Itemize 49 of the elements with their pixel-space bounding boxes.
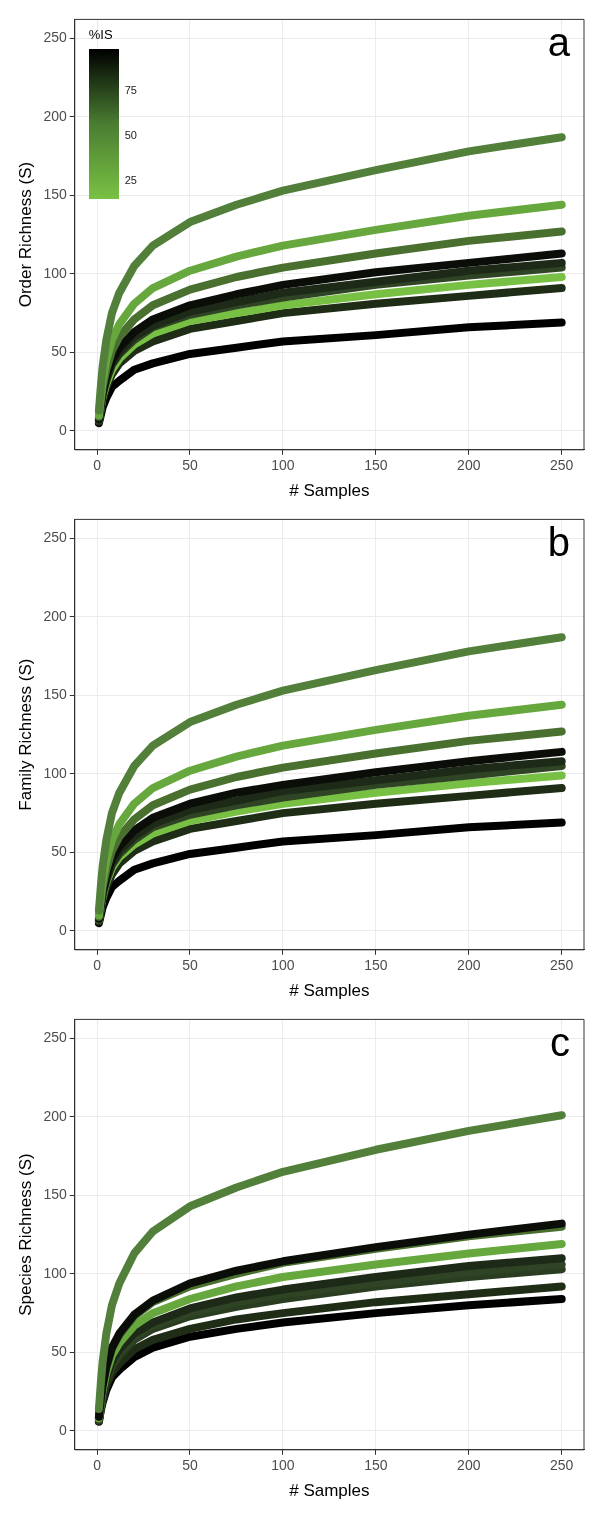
y-axis-title: Order Richness (S) [15, 161, 35, 308]
x-tick-label: 200 [457, 457, 481, 474]
x-tick-label: 250 [550, 457, 574, 474]
y-tick-label: 50 [51, 843, 67, 860]
color-bar-title: %IS [88, 27, 114, 44]
y-tick-label: 250 [43, 1029, 67, 1046]
y-tick-label: 250 [43, 29, 67, 46]
x-tick-label: 100 [271, 957, 295, 974]
annotation: b [547, 520, 570, 565]
y-tick-label: 0 [58, 921, 67, 938]
x-tick-label: 50 [182, 457, 198, 474]
x-tick-label: 50 [182, 957, 198, 974]
x-tick-label: 50 [182, 1457, 198, 1474]
y-tick-label: 50 [51, 343, 67, 360]
x-tick-label: 100 [271, 1457, 295, 1474]
x-axis-title: # Samples [289, 481, 370, 501]
x-tick-label: 0 [93, 1457, 102, 1474]
y-tick-label: 0 [58, 1421, 67, 1438]
annotation: c [550, 1020, 570, 1065]
x-axis-title: # Samples [289, 1481, 370, 1501]
y-tick-label: 100 [43, 1264, 67, 1281]
annotation: 50 [124, 127, 137, 142]
y-tick-label: 200 [43, 1107, 67, 1124]
y-tick-label: 150 [43, 686, 67, 703]
annotation: a [547, 20, 571, 65]
annotation: 25 [124, 172, 137, 187]
y-tick-label: 50 [51, 1343, 67, 1360]
annotation: 75 [124, 82, 137, 97]
y-tick-label: 0 [58, 421, 67, 438]
y-tick-label: 150 [43, 186, 67, 203]
y-tick-label: 200 [43, 107, 67, 124]
y-tick-label: 250 [43, 529, 67, 546]
y-tick-label: 100 [43, 764, 67, 781]
y-tick-label: 100 [43, 264, 67, 281]
x-tick-label: 0 [93, 457, 102, 474]
x-tick-label: 100 [271, 457, 295, 474]
x-tick-label: 250 [550, 1457, 574, 1474]
x-tick-label: 200 [457, 957, 481, 974]
x-tick-label: 150 [364, 1457, 388, 1474]
x-tick-label: 150 [364, 457, 388, 474]
x-tick-label: 250 [550, 957, 574, 974]
y-tick-label: 150 [43, 1186, 67, 1203]
y-axis-title: Family Richness (S) [15, 658, 35, 811]
x-tick-label: 150 [364, 957, 388, 974]
x-tick-label: 200 [457, 1457, 481, 1474]
y-axis-title: Species Richness (S) [15, 1153, 35, 1316]
x-axis-title: # Samples [289, 981, 370, 1001]
y-tick-label: 200 [43, 607, 67, 624]
x-tick-label: 0 [93, 957, 102, 974]
